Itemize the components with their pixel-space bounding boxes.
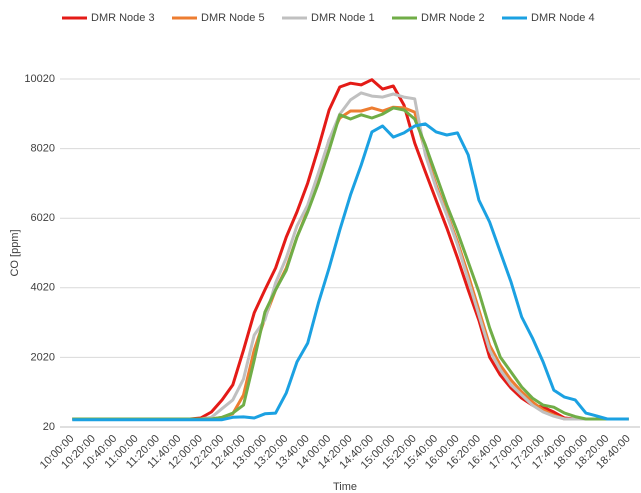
legend-label: DMR Node 3 <box>91 12 155 24</box>
series-line <box>72 122 629 422</box>
x-axis-title: Time <box>333 481 357 493</box>
y-tick-label: 4020 <box>31 282 55 294</box>
y-tick-label: 6020 <box>31 212 55 224</box>
y-tick-label: 8020 <box>31 143 55 155</box>
legend-label: DMR Node 5 <box>201 12 265 24</box>
y-tick-label: 20 <box>43 421 55 433</box>
legend-label: DMR Node 2 <box>421 12 485 24</box>
y-axis-title: CO [ppm] <box>9 229 21 276</box>
legend-label: DMR Node 4 <box>531 12 595 24</box>
legend-label: DMR Node 1 <box>311 12 375 24</box>
y-tick-label: 2020 <box>31 351 55 363</box>
y-tick-label: 10020 <box>24 73 55 85</box>
series-line <box>72 106 629 421</box>
series-line <box>72 105 629 421</box>
